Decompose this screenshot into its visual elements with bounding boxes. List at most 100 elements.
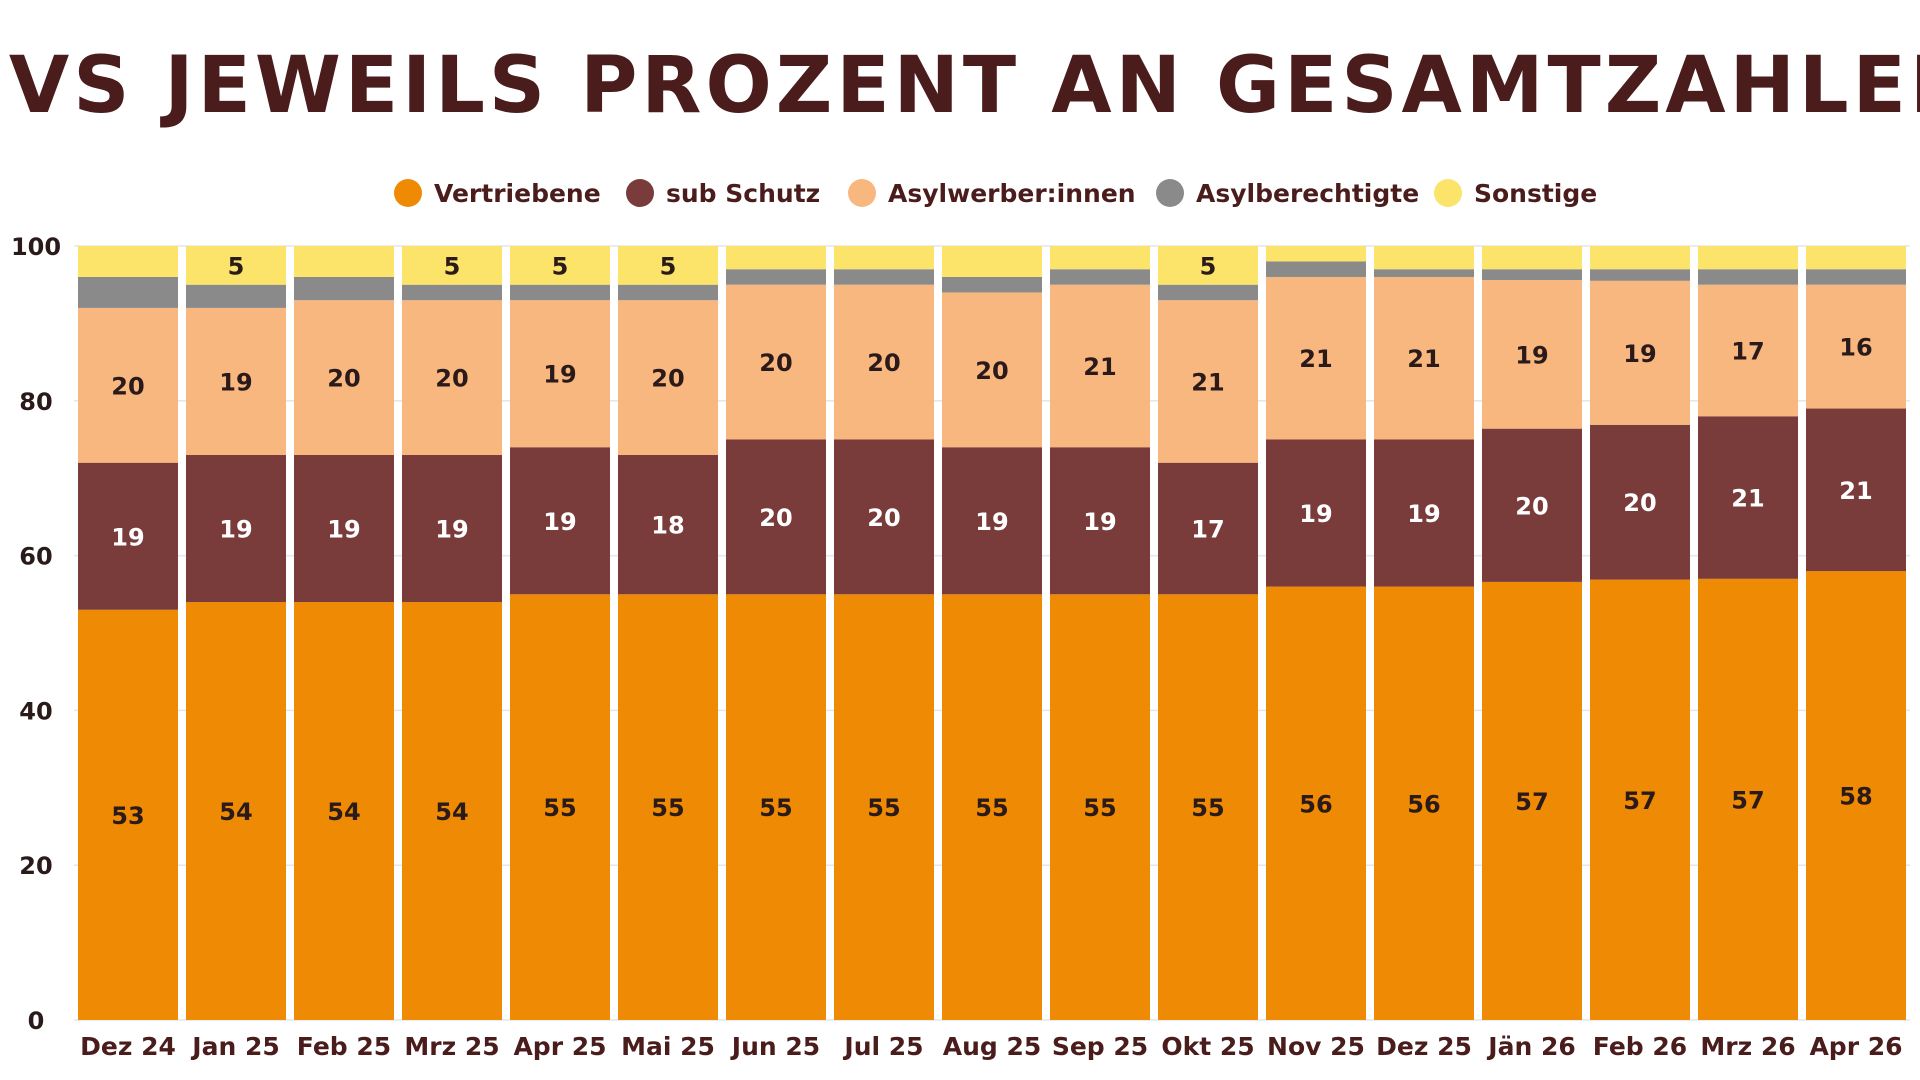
- bar-segment: [510, 300, 610, 448]
- bar-stack: 57 20 19: [1482, 246, 1582, 1020]
- data-label: 20: [759, 504, 792, 532]
- legend-label: Asylwerber:innen: [888, 179, 1136, 208]
- legend: Vertriebene sub Schutz Asylwerber:innen Asy…: [394, 179, 1597, 208]
- bar-segment: [618, 454, 718, 595]
- x-tick-label: Dez 25: [1376, 1032, 1472, 1061]
- x-tick-label: Okt 25: [1161, 1032, 1254, 1061]
- bar-segment: [1698, 284, 1798, 417]
- bars: 5319205419195541920541920555191955518205…: [78, 246, 1906, 1020]
- data-label: 19: [543, 508, 576, 536]
- data-label: 56: [1299, 790, 1332, 818]
- bar-segment: [294, 300, 394, 455]
- bar-stack: 56 19 21: [1266, 246, 1366, 1020]
- bar-segment: [1698, 416, 1798, 579]
- bar-segment: [1374, 269, 1474, 277]
- bar-segment: [402, 300, 502, 455]
- bar-segment: [1806, 269, 1906, 285]
- bar-segment: [942, 594, 1042, 1020]
- data-label: 55: [759, 794, 792, 822]
- data-label: 19: [219, 368, 252, 396]
- bar-segment: [1266, 246, 1366, 262]
- bar-segment: [618, 246, 718, 285]
- bar-segment: [510, 447, 610, 595]
- bar-segment: [1050, 284, 1150, 448]
- data-label: 21: [1731, 485, 1764, 513]
- bar-segment: [942, 246, 1042, 277]
- x-tick-label: Mai 25: [621, 1032, 715, 1061]
- bar-segment: [78, 307, 178, 463]
- bar-segment: [78, 246, 178, 277]
- data-label: 20: [111, 372, 144, 400]
- bar-segment: [78, 609, 178, 1020]
- data-label: 55: [1083, 794, 1116, 822]
- data-label: 20: [327, 365, 360, 393]
- data-label: 57: [1731, 786, 1764, 814]
- x-tick-label: Jan 25: [190, 1032, 279, 1061]
- bar-segment: [1158, 284, 1258, 301]
- data-label: 19: [1299, 500, 1332, 528]
- y-tick-label: 0: [28, 1007, 45, 1035]
- bar-segment: [1698, 269, 1798, 285]
- bar-segment: [726, 284, 826, 440]
- bar-segment: [1158, 594, 1258, 1020]
- bar-segment: [726, 439, 826, 595]
- x-tick-label: Jän 26: [1486, 1032, 1575, 1061]
- bar-segment: [1050, 594, 1150, 1020]
- bar-segment: [942, 292, 1042, 448]
- data-label: 19: [1083, 508, 1116, 536]
- bar-segment: [294, 276, 394, 301]
- bar-stack: 56 19 21: [1374, 246, 1474, 1020]
- bar-segment: [1482, 246, 1582, 270]
- bar-segment: [186, 246, 286, 285]
- x-tick-label: Feb 26: [1593, 1032, 1687, 1061]
- data-label: 19: [327, 516, 360, 544]
- bar-segment: [78, 276, 178, 308]
- data-label: 5: [228, 252, 245, 280]
- data-label: 5: [552, 252, 569, 280]
- bar-segment: [1806, 284, 1906, 409]
- data-label: 20: [435, 365, 468, 393]
- x-tick-label: Dez 24: [80, 1032, 176, 1061]
- data-label: 21: [1407, 345, 1440, 373]
- x-tick-label: Nov 25: [1267, 1032, 1365, 1061]
- bar-stack: 57 21 17: [1698, 246, 1798, 1020]
- bar-segment: [1590, 269, 1690, 281]
- bar-stack: 55 18 20 5: [618, 246, 718, 1020]
- bar-segment: [1482, 269, 1582, 281]
- bar-segment: [1374, 586, 1474, 1020]
- bar-segment: [1590, 280, 1690, 425]
- bar-segment: [510, 246, 610, 285]
- bar-segment: [834, 594, 934, 1020]
- bar-segment: [1698, 578, 1798, 1020]
- bar-segment: [186, 454, 286, 603]
- bar-segment: [942, 447, 1042, 595]
- data-label: 19: [543, 361, 576, 389]
- bar-segment: [1374, 246, 1474, 270]
- legend-item: Vertriebene: [394, 179, 601, 208]
- legend-item: Asylwerber:innen: [848, 179, 1136, 208]
- data-label: 19: [1623, 340, 1656, 368]
- data-label: 19: [1515, 341, 1548, 369]
- bar-segment: [1266, 439, 1366, 587]
- data-label: 21: [1839, 477, 1872, 505]
- bar-segment: [1266, 276, 1366, 440]
- bar-segment: [402, 246, 502, 285]
- y-tick-label: 60: [19, 543, 52, 571]
- x-tick-label: Aug 25: [943, 1032, 1042, 1061]
- data-label: 20: [1623, 489, 1656, 517]
- legend-swatch: [1156, 179, 1184, 207]
- legend-swatch: [1434, 179, 1462, 207]
- bar-segment: [1590, 579, 1690, 1020]
- bar-stack: 55 19 20: [942, 246, 1042, 1020]
- data-label: 21: [1299, 345, 1332, 373]
- x-tick-label: Apr 26: [1809, 1032, 1902, 1061]
- bar-segment: [618, 594, 718, 1020]
- bar-stack: 53 19 20: [78, 246, 178, 1020]
- y-tick-label: 20: [19, 852, 52, 880]
- bar-stack: 55 19 19 5: [510, 246, 610, 1020]
- data-label: 19: [1407, 500, 1440, 528]
- x-tick-label: Jul 25: [842, 1032, 923, 1061]
- data-label: 21: [1191, 368, 1224, 396]
- legend-item: Sonstige: [1434, 179, 1597, 208]
- x-tick-label: Mrz 26: [1700, 1032, 1795, 1061]
